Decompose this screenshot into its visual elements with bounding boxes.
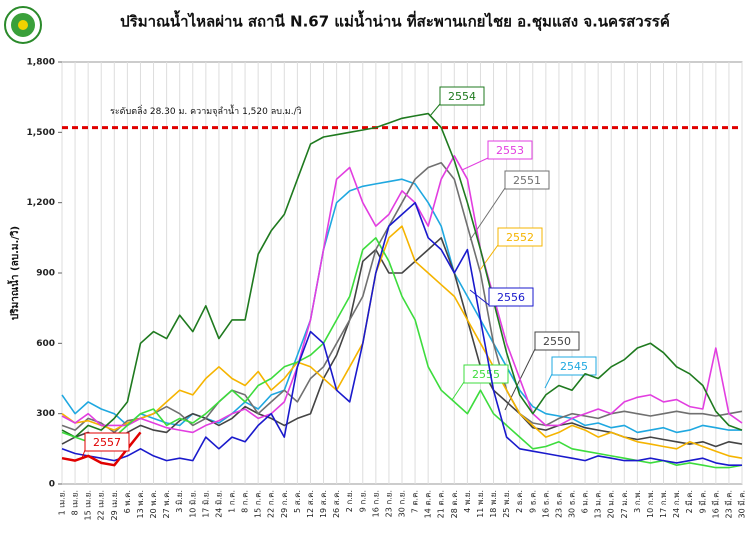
legend-box bbox=[487, 140, 533, 160]
x-tick-label: 10 ก.พ. bbox=[646, 490, 655, 518]
x-tick-label: 28 ต.ค. bbox=[450, 490, 459, 518]
x-tick-label: 20 พ.ค. bbox=[149, 490, 158, 518]
legend-pointer bbox=[469, 289, 490, 306]
x-tick-label: 9 ธ.ค. bbox=[528, 490, 537, 513]
x-tick-label: 16 ก.ย. bbox=[371, 490, 380, 517]
y-tick-label: 300 bbox=[36, 409, 55, 419]
x-tick-label: 23 มี.ค. bbox=[724, 490, 733, 518]
x-tick-label: 6 ม.ค. bbox=[581, 490, 590, 513]
legend-label: 2557 bbox=[93, 436, 121, 449]
legend-pointer bbox=[451, 381, 465, 401]
legend-pointer bbox=[429, 103, 441, 117]
y-tick-label: 0 bbox=[49, 480, 55, 490]
x-tick-label: 7 ต.ค. bbox=[411, 490, 420, 513]
x-tick-label: 26 ส.ค. bbox=[332, 490, 341, 518]
legend-box bbox=[439, 86, 485, 106]
chart-title: ปริมาณน้ำไหลผ่าน สถานี N.67 แม่น้ำน่าน ท… bbox=[120, 10, 670, 32]
x-tick-label: 3 มิ.ย. bbox=[175, 490, 184, 513]
series-line bbox=[61, 162, 743, 434]
legend-box bbox=[504, 170, 550, 190]
x-tick-label: 22 ก.ค. bbox=[267, 490, 276, 518]
x-tick-label: 8 เม.ย. bbox=[71, 490, 80, 515]
legend-box bbox=[463, 364, 509, 384]
x-tick-label: 4 พ.ย. bbox=[463, 490, 472, 513]
legend-pointer bbox=[461, 157, 489, 171]
x-tick-label: 22 เม.ย. bbox=[97, 490, 106, 521]
x-tick-label: 2 ธ.ค. bbox=[515, 490, 524, 513]
legend-label: 2550 bbox=[543, 335, 571, 348]
x-tick-label: 18 พ.ย. bbox=[489, 490, 498, 518]
x-tick-label: 13 พ.ค. bbox=[136, 490, 145, 518]
x-tick-label: 25 พ.ย. bbox=[502, 490, 511, 518]
legend-pointer bbox=[544, 373, 553, 389]
legend-label: 2551 bbox=[513, 174, 541, 187]
legend-box bbox=[84, 432, 130, 452]
x-tick-label: 17 มิ.ย. bbox=[201, 490, 210, 518]
series-line bbox=[61, 201, 742, 466]
x-tick-label: 16 มี.ค. bbox=[711, 490, 720, 518]
y-tick-label: 1,200 bbox=[27, 198, 55, 208]
x-tick-label: 21 ต.ค. bbox=[437, 490, 446, 518]
x-tick-label: 23 ก.ย. bbox=[384, 490, 393, 517]
y-tick-label: 1,500 bbox=[27, 128, 55, 138]
legend-box bbox=[534, 331, 580, 351]
legend-label: 2553 bbox=[496, 144, 524, 157]
x-tick-label: 9 ก.ย. bbox=[358, 490, 367, 512]
legend-label: 2555 bbox=[472, 368, 500, 381]
x-tick-label: 20 ม.ค. bbox=[607, 490, 616, 518]
x-tick-label: 2 ก.ย. bbox=[345, 490, 354, 512]
logo bbox=[4, 6, 42, 44]
x-tick-label: 29 ก.ค. bbox=[280, 490, 289, 518]
x-tick-label: 30 ธ.ค. bbox=[568, 490, 577, 518]
x-tick-label: 19 ส.ค. bbox=[319, 490, 328, 518]
x-tick-label: 17 ก.พ. bbox=[659, 490, 668, 518]
x-tick-label: 30 ก.ย. bbox=[398, 490, 407, 517]
x-tick-label: 24 ก.พ. bbox=[672, 490, 681, 518]
legend-box bbox=[497, 227, 543, 247]
x-tick-label: 2 มี.ค. bbox=[685, 490, 694, 513]
x-tick-label: 16 ธ.ค. bbox=[541, 490, 550, 518]
x-tick-label: 30 มี.ค. bbox=[738, 490, 747, 518]
x-tick-label: 6 พ.ค. bbox=[123, 490, 132, 513]
x-tick-label: 11 พ.ย. bbox=[476, 490, 485, 518]
x-tick-label: 27 ม.ค. bbox=[620, 490, 629, 518]
y-tick-label: 1,800 bbox=[27, 58, 55, 68]
x-tick-label: 23 ธ.ค. bbox=[554, 490, 563, 518]
legend-label: 2552 bbox=[506, 231, 534, 244]
legend-box bbox=[488, 287, 534, 307]
series-line bbox=[61, 237, 743, 469]
y-axis-title: ปริมาณน้ำ (ลบ.ม./วิ) bbox=[7, 226, 21, 320]
x-tick-label: 9 มี.ค. bbox=[698, 490, 707, 513]
legend-pointer bbox=[479, 244, 499, 271]
x-tick-label: 24 มิ.ย. bbox=[214, 490, 223, 518]
legend-label: 2554 bbox=[448, 90, 476, 103]
x-tick-label: 3 ก.พ. bbox=[633, 490, 642, 513]
x-tick-label: 15 เม.ย. bbox=[84, 490, 93, 521]
series-line bbox=[61, 155, 743, 434]
x-tick-label: 8 ก.ค. bbox=[241, 490, 250, 513]
legend-label: 2556 bbox=[497, 291, 525, 304]
x-tick-label: 1 เม.ย. bbox=[58, 490, 67, 515]
series-line bbox=[61, 225, 743, 459]
x-tick-label: 29 เม.ย. bbox=[110, 490, 119, 521]
x-tick-label: 27 พ.ค. bbox=[162, 490, 171, 518]
x-tick-label: 14 ต.ค. bbox=[424, 490, 433, 518]
legend-label: 2545 bbox=[560, 360, 588, 373]
x-tick-label: 5 ส.ค. bbox=[293, 490, 302, 513]
x-tick-label: 10 มิ.ย. bbox=[188, 490, 197, 518]
reference-label: ระดับตลิ่ง 28.30 ม. ความจุลำน้ำ 1,520 ลบ… bbox=[110, 104, 302, 117]
series-line bbox=[61, 112, 743, 438]
y-tick-label: 600 bbox=[36, 339, 55, 349]
x-tick-label: 12 ส.ค. bbox=[306, 490, 315, 518]
x-tick-label: 13 ม.ค. bbox=[594, 490, 603, 518]
x-tick-label: 1 ก.ค. bbox=[228, 490, 237, 513]
legend-box bbox=[551, 356, 597, 376]
y-tick-label: 900 bbox=[36, 269, 55, 279]
x-tick-label: 15 ก.ค. bbox=[254, 490, 263, 518]
